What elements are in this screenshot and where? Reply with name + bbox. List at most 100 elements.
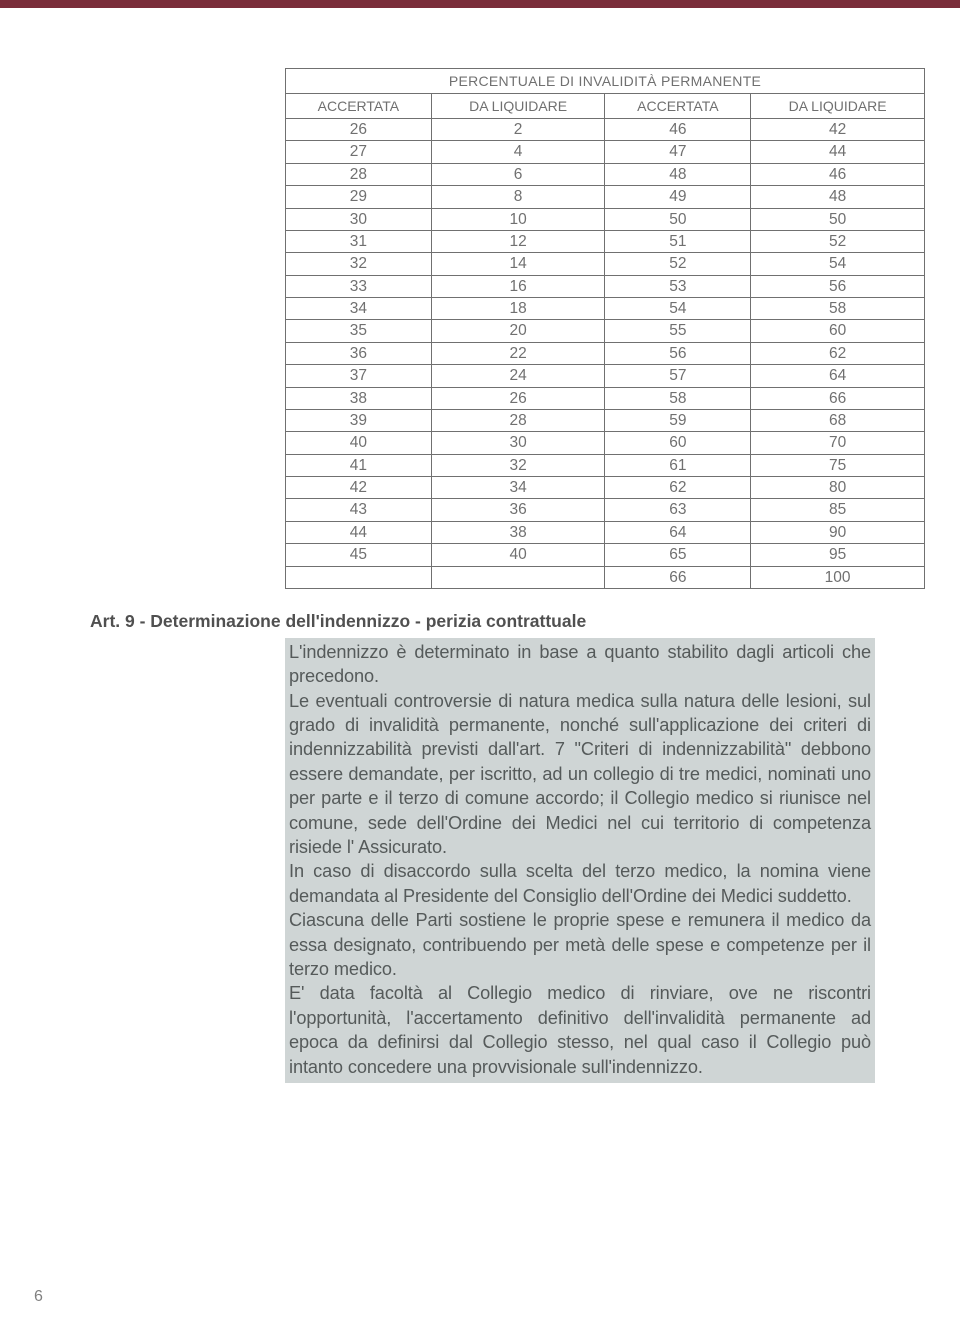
article-paragraph: Ciascuna delle Parti sostiene le proprie… [289, 908, 871, 981]
article-paragraph: In caso di disaccordo sulla scelta del t… [289, 859, 871, 908]
table-row: 37245764 [286, 365, 925, 387]
article-body: L'indennizzo è determinato in base a qua… [285, 638, 875, 1083]
table-cell: 58 [751, 298, 925, 320]
table-cell: 54 [751, 253, 925, 275]
table-title: PERCENTUALE DI INVALIDITÀ PERMANENTE [286, 69, 925, 94]
table-cell: 36 [286, 342, 432, 364]
table-cell: 24 [431, 365, 605, 387]
table-cell: 51 [605, 230, 751, 252]
table-cell: 70 [751, 432, 925, 454]
table-cell: 46 [751, 163, 925, 185]
table-cell: 27 [286, 141, 432, 163]
table-cell: 14 [431, 253, 605, 275]
table-cell: 44 [751, 141, 925, 163]
table-cell: 56 [605, 342, 751, 364]
table-row: 45406595 [286, 544, 925, 566]
table-cell: 20 [431, 320, 605, 342]
table-row: 2984948 [286, 186, 925, 208]
table-cell: 95 [751, 544, 925, 566]
table-row: 44386490 [286, 521, 925, 543]
table-row: 32145254 [286, 253, 925, 275]
table-cell: 26 [286, 119, 432, 141]
table-cell: 28 [431, 409, 605, 431]
table-row: 2864846 [286, 163, 925, 185]
table-cell: 38 [286, 387, 432, 409]
table-cell: 29 [286, 186, 432, 208]
table-cell: 80 [751, 477, 925, 499]
table-row: 41326175 [286, 454, 925, 476]
table-cell: 40 [286, 432, 432, 454]
table-cell: 53 [605, 275, 751, 297]
table-cell: 16 [431, 275, 605, 297]
table-cell: 52 [751, 230, 925, 252]
table-cell: 49 [605, 186, 751, 208]
table-cell: 35 [286, 320, 432, 342]
table-cell: 32 [431, 454, 605, 476]
table-cell: 55 [605, 320, 751, 342]
table-cell: 62 [751, 342, 925, 364]
table-cell: 26 [431, 387, 605, 409]
table-cell: 34 [286, 298, 432, 320]
table-cell: 59 [605, 409, 751, 431]
table-cell: 37 [286, 365, 432, 387]
table-cell: 75 [751, 454, 925, 476]
table-row: 34185458 [286, 298, 925, 320]
table-cell: 42 [286, 477, 432, 499]
article-title: Art. 9 - Determinazione dell'indennizzo … [90, 611, 870, 632]
table-cell: 39 [286, 409, 432, 431]
table-cell: 6 [431, 163, 605, 185]
table-cell: 46 [605, 119, 751, 141]
col-header: DA LIQUIDARE [751, 94, 925, 119]
table-cell: 47 [605, 141, 751, 163]
table-cell: 52 [605, 253, 751, 275]
table-cell: 28 [286, 163, 432, 185]
table-cell: 36 [431, 499, 605, 521]
table-row: 36225662 [286, 342, 925, 364]
table-cell: 45 [286, 544, 432, 566]
table-cell: 43 [286, 499, 432, 521]
table-cell: 4 [431, 141, 605, 163]
article-paragraph: Le eventuali controversie di natura medi… [289, 689, 871, 860]
table-cell: 54 [605, 298, 751, 320]
table-cell: 30 [286, 208, 432, 230]
table-cell: 56 [751, 275, 925, 297]
table-cell: 48 [751, 186, 925, 208]
table-cell: 33 [286, 275, 432, 297]
table-row: 38265866 [286, 387, 925, 409]
page-number: 6 [34, 1288, 43, 1306]
table-cell: 63 [605, 499, 751, 521]
table-cell [286, 566, 432, 588]
table-row: 35205560 [286, 320, 925, 342]
table-cell: 30 [431, 432, 605, 454]
table-cell: 44 [286, 521, 432, 543]
table-cell: 32 [286, 253, 432, 275]
table-cell: 68 [751, 409, 925, 431]
table-row: 40306070 [286, 432, 925, 454]
table-cell: 64 [751, 365, 925, 387]
table-cell: 50 [751, 208, 925, 230]
table-cell: 8 [431, 186, 605, 208]
table-cell: 90 [751, 521, 925, 543]
table-header-row: ACCERTATA DA LIQUIDARE ACCERTATA DA LIQU… [286, 94, 925, 119]
table-cell: 61 [605, 454, 751, 476]
invalidity-table: PERCENTUALE DI INVALIDITÀ PERMANENTE ACC… [285, 68, 925, 589]
table-row: 30105050 [286, 208, 925, 230]
table-cell: 34 [431, 477, 605, 499]
col-header: DA LIQUIDARE [431, 94, 605, 119]
table-cell: 60 [605, 432, 751, 454]
table-cell: 41 [286, 454, 432, 476]
table-cell: 31 [286, 230, 432, 252]
table-row: 39285968 [286, 409, 925, 431]
article-paragraph: E' data facoltà al Collegio medico di ri… [289, 981, 871, 1079]
table-cell: 12 [431, 230, 605, 252]
table-cell: 57 [605, 365, 751, 387]
table-cell: 60 [751, 320, 925, 342]
table-row: 2744744 [286, 141, 925, 163]
table-row: 43366385 [286, 499, 925, 521]
table-cell: 2 [431, 119, 605, 141]
table-row: 31125152 [286, 230, 925, 252]
table-cell: 42 [751, 119, 925, 141]
table-cell: 100 [751, 566, 925, 588]
table-cell: 50 [605, 208, 751, 230]
table-cell: 18 [431, 298, 605, 320]
